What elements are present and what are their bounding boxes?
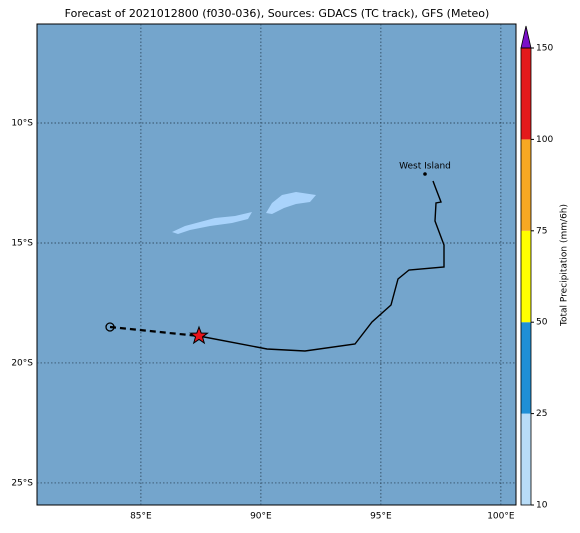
lon-label: 90°E <box>250 512 272 522</box>
track: West Island <box>105 162 451 352</box>
colorbar-segment <box>521 322 531 414</box>
current-position <box>189 325 209 345</box>
colorbar-segment <box>521 230 531 323</box>
colorbar-segment <box>521 413 531 505</box>
ocean <box>36 23 517 506</box>
colorbar: 10 25 50 75 100 150 <box>520 25 553 511</box>
place-dot <box>423 172 427 176</box>
colorbar-tick-label: 100 <box>536 135 553 145</box>
grid: 85°E 90°E 95°E 100°E 10°S 15°S 20°S 25°S <box>11 24 516 522</box>
title: Forecast of 2021012800 (f030-036), Sourc… <box>65 7 490 20</box>
colorbar-tick-label: 150 <box>536 44 553 54</box>
map <box>36 23 517 506</box>
lat-label: 20°S <box>11 358 33 368</box>
lat-label: 25°S <box>11 478 33 488</box>
colorbar-tick-label: 50 <box>536 318 548 328</box>
lon-label: 100°E <box>487 512 515 522</box>
colorbar-tick-label: 75 <box>536 226 547 236</box>
lon-label: 95°E <box>370 512 392 522</box>
colorbar-tick-label: 10 <box>536 501 548 511</box>
forecast-track <box>109 325 200 338</box>
colorbar-segment <box>521 48 531 140</box>
colorbar-segment <box>521 139 531 231</box>
colorbar-tick-label: 25 <box>536 409 547 419</box>
place-label: West Island <box>399 162 451 172</box>
forecast-end <box>105 322 115 332</box>
colorbar-extend <box>520 25 532 49</box>
colorbar-label: Total Precipitation (mm/6h) <box>560 204 570 327</box>
island <box>266 192 316 214</box>
lat-label: 15°S <box>11 238 33 248</box>
past-track <box>198 180 445 352</box>
island <box>172 212 252 234</box>
lat-label: 10°S <box>11 118 33 128</box>
colorbar-frame <box>520 47 532 506</box>
lon-label: 85°E <box>130 512 152 522</box>
